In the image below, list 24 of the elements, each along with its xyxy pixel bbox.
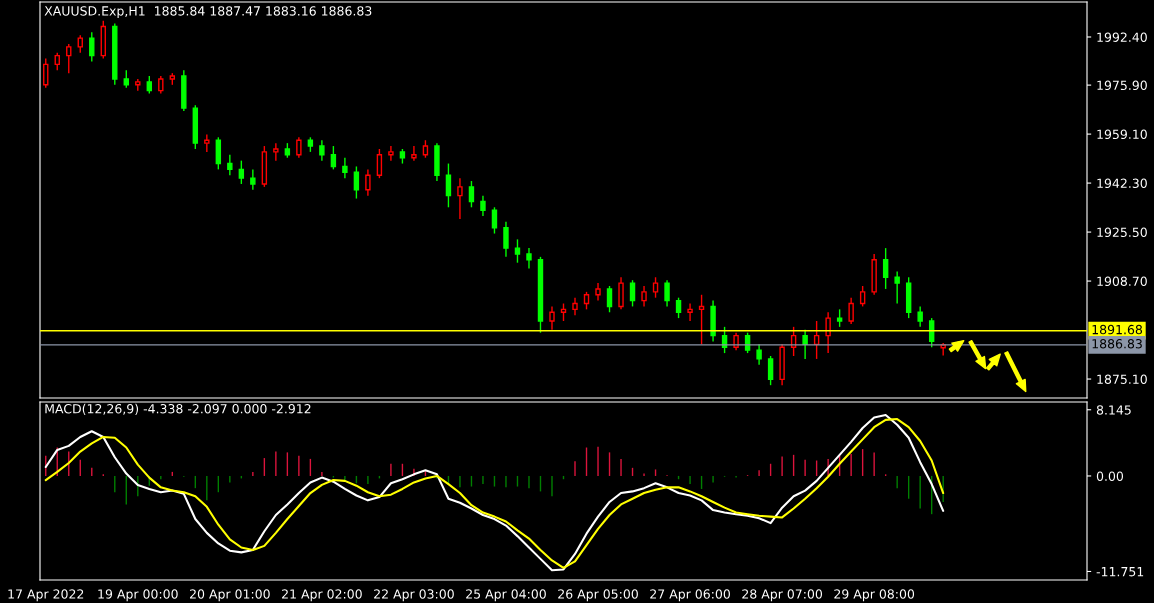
x-tick-label: 21 Apr 02:00 — [282, 589, 362, 602]
ref-line-label: 1891.68 — [1092, 324, 1143, 335]
y-tick-label: 1908.70 — [1097, 276, 1147, 286]
x-tick-label: 22 Apr 03:00 — [374, 589, 454, 602]
y-tick-label: 8.145 — [1096, 405, 1131, 415]
y-tick-label: 1925.50 — [1097, 227, 1147, 237]
x-tick-label: 25 Apr 04:00 — [466, 589, 546, 602]
x-tick-label: 20 Apr 01:00 — [190, 589, 270, 602]
x-tick-label: 17 Apr 2022 — [8, 589, 84, 602]
x-tick-label: 19 Apr 00:00 — [98, 589, 178, 602]
ref-line-label: 1886.83 — [1092, 339, 1142, 349]
y-tick-label: 1942.30 — [1097, 178, 1147, 189]
y-tick-label: 1975.90 — [1097, 80, 1147, 91]
x-tick-label: 28 Apr 07:00 — [742, 589, 823, 602]
x-tick-label: 26 Apr 05:00 — [558, 589, 638, 602]
y-tick-label: -11.751 — [1096, 567, 1144, 577]
y-tick-label: 1875.10 — [1097, 374, 1147, 384]
x-tick-label: 27 Apr 06:00 — [650, 589, 730, 602]
chart-title: MACD(12,26,9) -4.338 -2.097 0.000 -2.912 — [45, 403, 311, 415]
y-tick-label: 1959.10 — [1097, 129, 1147, 140]
chart-title: XAUUSD.Exp,H1 1885.84 1887.47 1883.16 1886.83 — [44, 6, 372, 19]
y-tick-label: 1992.40 — [1097, 32, 1147, 42]
y-tick-label: 0.00 — [1096, 471, 1124, 481]
x-tick-label: 29 Apr 08:00 — [834, 589, 915, 602]
